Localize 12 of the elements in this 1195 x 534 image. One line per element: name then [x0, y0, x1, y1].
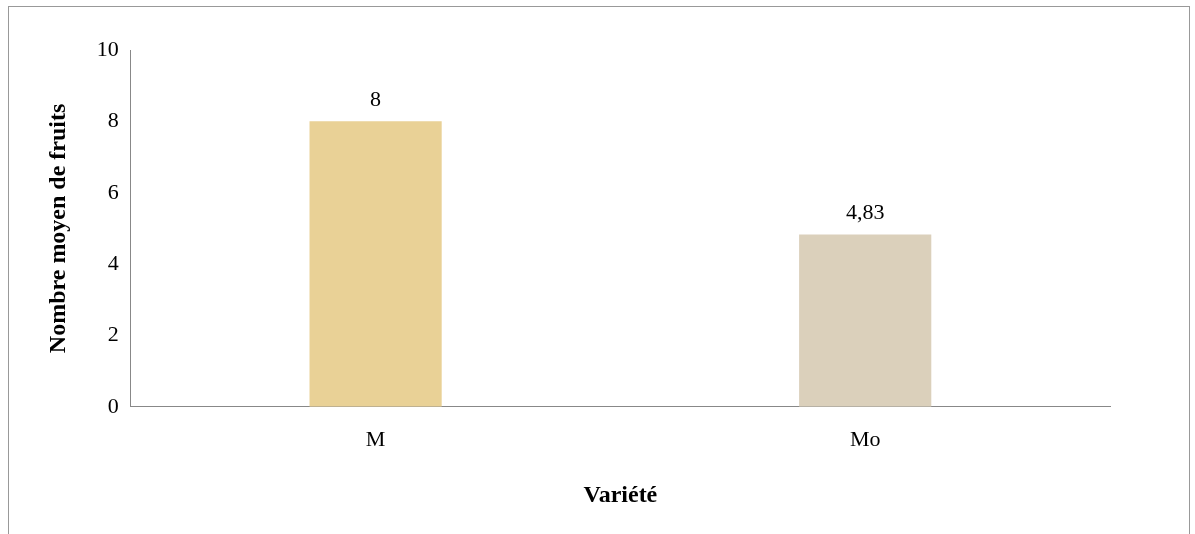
y-tick-label: 2: [107, 321, 119, 347]
x-tick-label: M: [365, 425, 386, 451]
y-tick-label: 0: [107, 392, 119, 418]
x-tick-label: Mo: [849, 425, 881, 451]
y-tick-label: 6: [107, 178, 119, 204]
y-tick-label: 8: [107, 107, 119, 133]
y-tick-label: 10: [96, 35, 119, 61]
y-axis-title: Nombre moyen de fruits: [43, 103, 70, 354]
data-label: 4,83: [845, 199, 885, 225]
data-label: 8: [370, 86, 382, 112]
x-axis-title: Variété: [583, 480, 658, 507]
y-tick-label: 4: [107, 249, 119, 275]
